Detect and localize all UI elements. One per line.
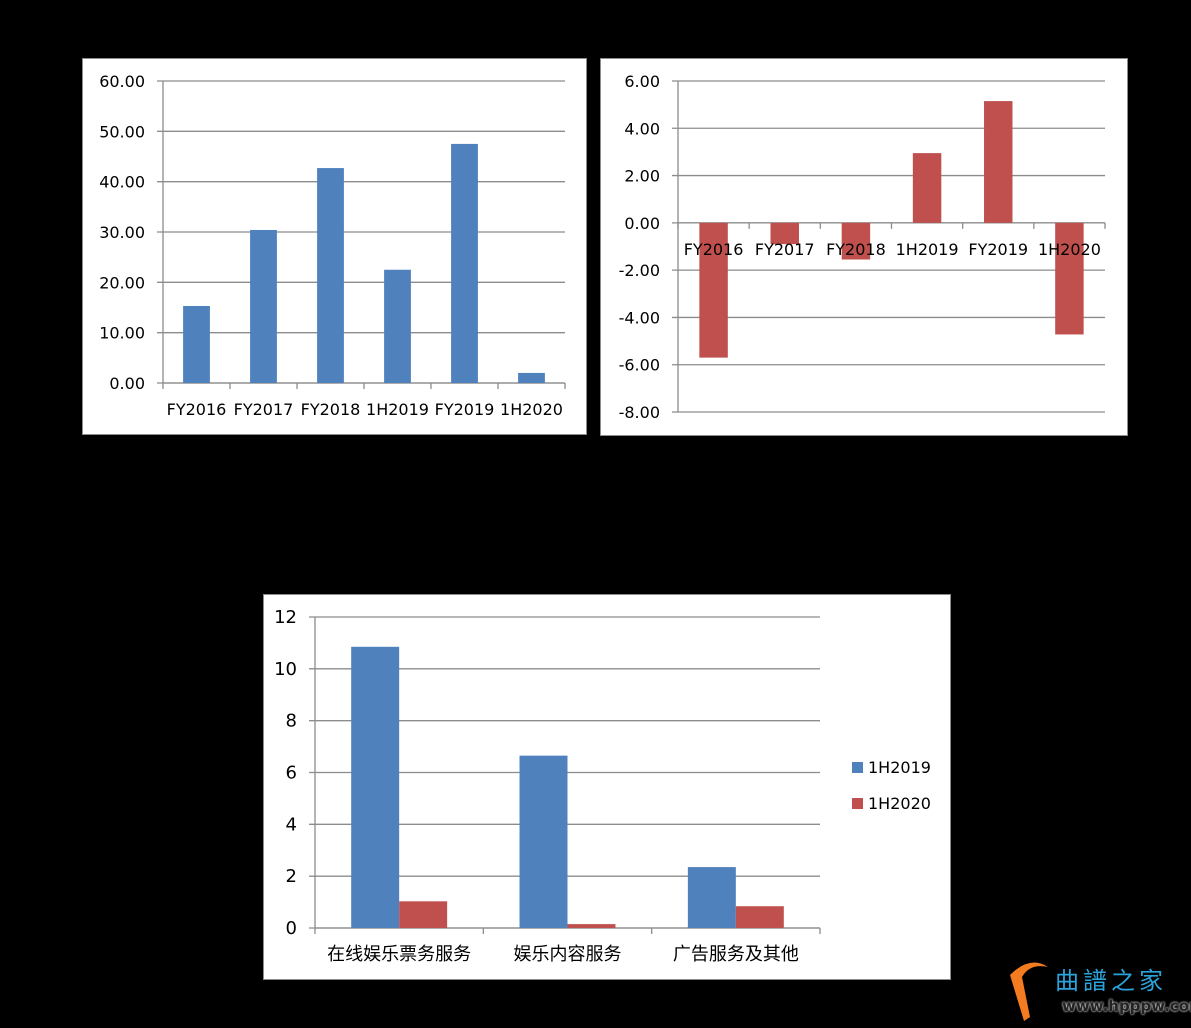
y-tick-label: 60.00	[99, 72, 145, 91]
bar-娱乐内容服务-1H2019	[519, 755, 568, 928]
x-tick-label: FY2016	[684, 240, 744, 259]
y-tick-label: 6	[286, 763, 297, 784]
x-tick-label: 1H2019	[366, 400, 429, 419]
bar-FY2016	[183, 305, 210, 383]
x-tick-label: FY2019	[968, 240, 1028, 259]
y-tick-label: 10	[274, 659, 297, 680]
bar-1H2020	[1055, 222, 1084, 335]
bar-FY2018	[317, 168, 344, 383]
x-tick-label: 1H2020	[500, 400, 563, 419]
x-tick-label: 在线娱乐票务服务	[327, 944, 471, 965]
bar-FY2018	[841, 222, 871, 260]
bar-FY2019	[451, 143, 478, 383]
legend-label-1H2020: 1H2020	[868, 794, 931, 813]
x-tick-label: 1H2019	[896, 240, 959, 259]
y-tick-label: 20.00	[99, 273, 145, 292]
legend-swatch-1H2019	[852, 762, 863, 773]
x-tick-label: FY2018	[301, 400, 361, 419]
y-tick-label: -6.00	[619, 356, 660, 375]
legend-swatch-1H2020	[852, 798, 863, 809]
x-tick-label: FY2017	[234, 400, 294, 419]
x-tick-label: FY2017	[755, 240, 815, 259]
watermark-logo: 曲譜之家 www.hpppw.com	[1000, 955, 1191, 1025]
y-tick-label: 10.00	[99, 324, 145, 343]
x-tick-label: 1H2020	[1038, 240, 1101, 259]
y-tick-label: 50.00	[99, 122, 145, 141]
y-tick-label: 0	[286, 918, 297, 939]
y-tick-label: 2.00	[624, 167, 660, 186]
y-tick-label: 12	[274, 607, 297, 628]
y-tick-label: -4.00	[619, 308, 660, 327]
bar-FY2019	[984, 101, 1013, 223]
y-tick-label: 30.00	[99, 223, 145, 242]
bar-FY2017	[770, 222, 799, 245]
y-tick-label: 6.00	[624, 72, 660, 91]
x-tick-label: 娱乐内容服务	[514, 944, 622, 965]
watermark-title: 曲譜之家	[1055, 967, 1167, 995]
logo-icon	[1010, 962, 1048, 1021]
bar-广告服务及其他-1H2020	[735, 906, 784, 928]
y-tick-label: 4	[286, 814, 297, 835]
bar-FY2016	[699, 222, 728, 358]
legend-label-1H2019: 1H2019	[868, 758, 931, 777]
y-tick-label: -8.00	[619, 403, 660, 422]
bar-在线娱乐票务服务-1H2019	[351, 646, 400, 928]
watermark-url: www.hpppw.com	[1062, 997, 1191, 1015]
bar-FY2017	[250, 229, 277, 383]
bar-1H2020	[518, 372, 545, 383]
y-tick-label: 40.00	[99, 173, 145, 192]
x-tick-label: 广告服务及其他	[673, 944, 799, 965]
x-tick-label: FY2018	[826, 240, 886, 259]
y-tick-label: 0.00	[624, 214, 660, 233]
y-tick-label: 2	[286, 866, 297, 887]
bar-在线娱乐票务服务-1H2020	[399, 901, 448, 928]
bar-1H2019	[384, 269, 411, 383]
bar-1H2019	[912, 153, 942, 223]
bar-娱乐内容服务-1H2020	[567, 924, 616, 928]
y-tick-label: -2.00	[619, 261, 660, 280]
y-tick-label: 4.00	[624, 119, 660, 138]
x-tick-label: FY2019	[435, 400, 495, 419]
bar-广告服务及其他-1H2019	[687, 867, 736, 928]
y-tick-label: 0.00	[109, 374, 145, 393]
x-tick-label: FY2016	[167, 400, 227, 419]
y-tick-label: 8	[286, 711, 297, 732]
